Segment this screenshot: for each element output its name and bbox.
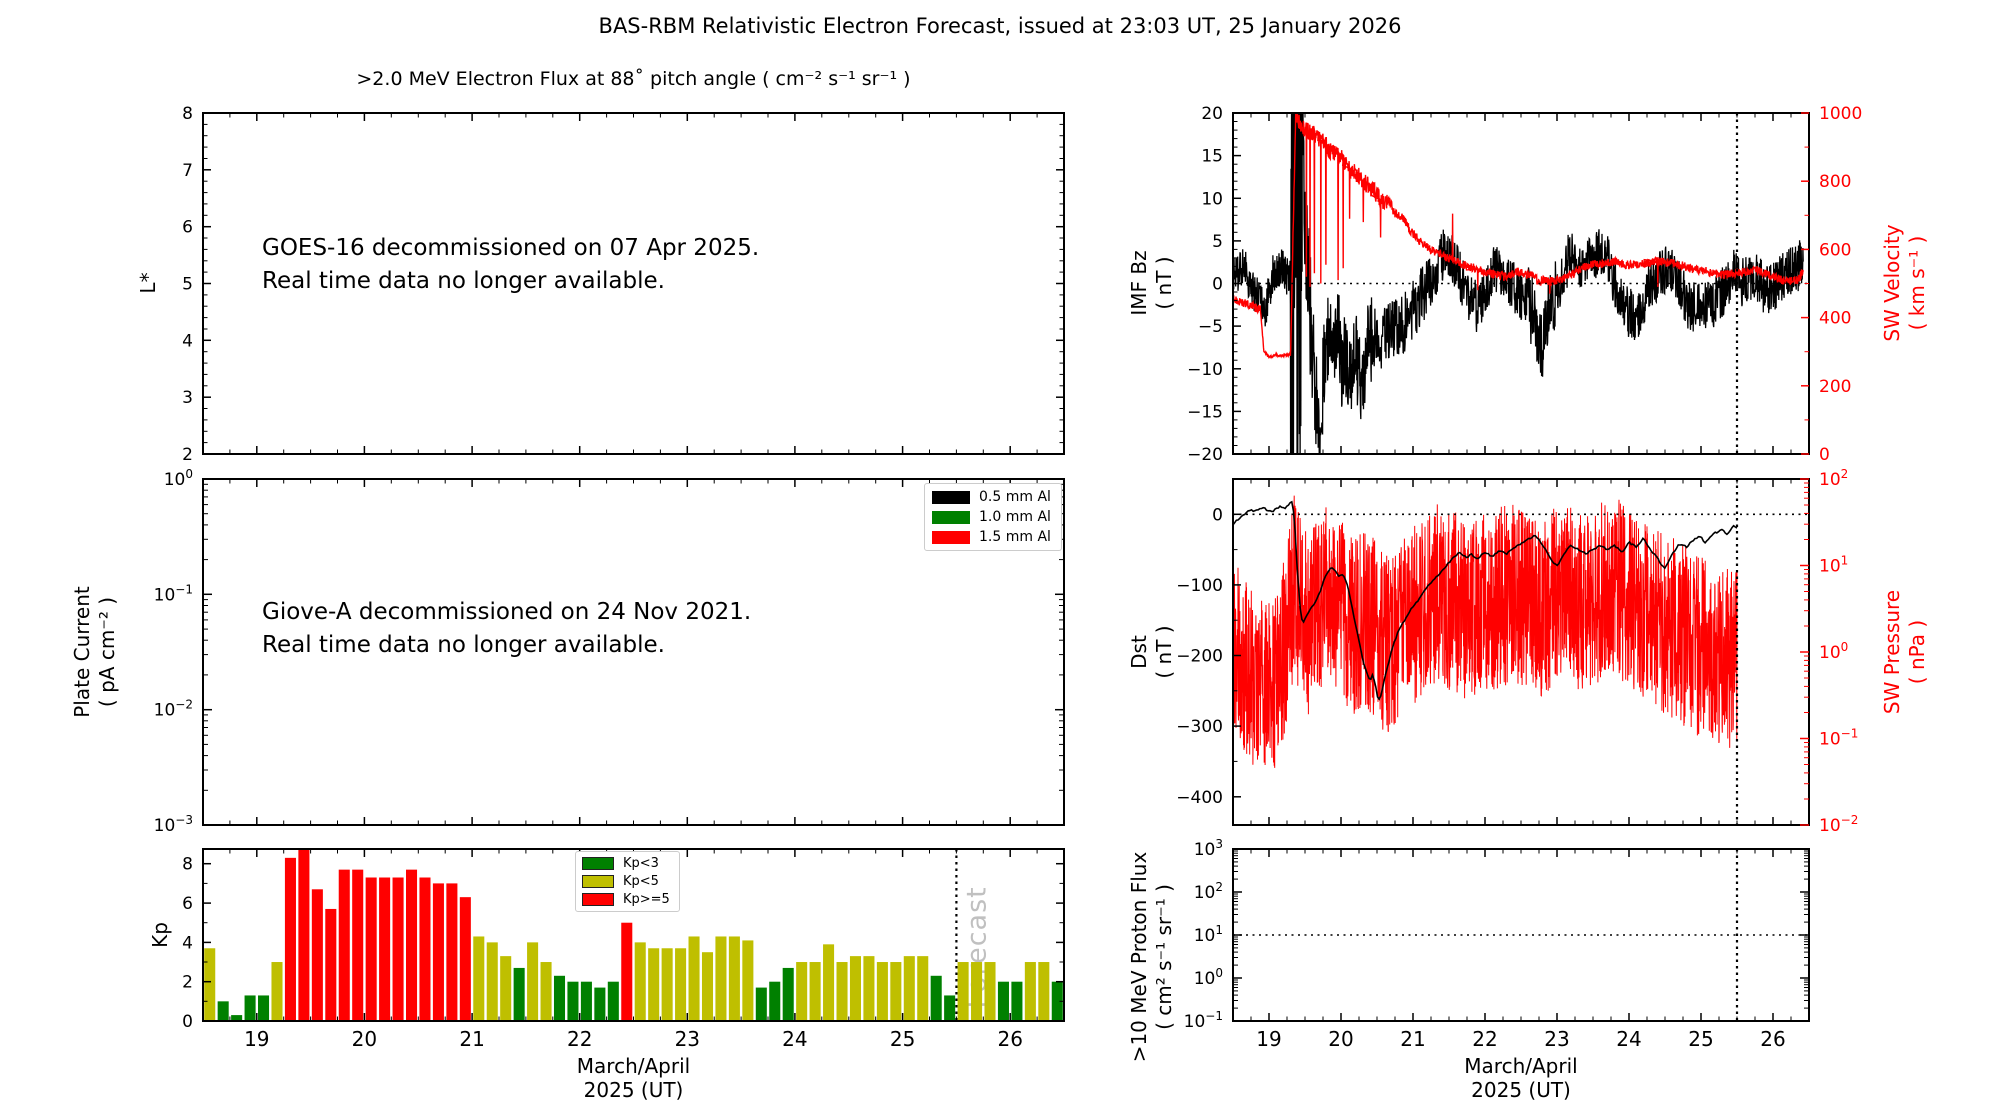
svg-text:−400: −400	[1176, 788, 1223, 808]
legend-item: Kp>=5	[582, 892, 670, 907]
proton-flux-axis-label: >10 MeV Proton Flux ( cm² s⁻¹ sr⁻¹ )	[1127, 851, 1176, 1063]
svg-text:0: 0	[1819, 445, 1830, 465]
svg-text:−20: −20	[1187, 445, 1223, 465]
imf-sw-velocity-plot: 20 15 10 5 0 −5 −10 −15 −20 1000 800 600 400 200 0	[1187, 104, 1862, 465]
legend-swatch-red	[932, 530, 970, 544]
svg-text:7: 7	[182, 161, 193, 181]
figure-title: BAS-RBM Relativistic Electron Forecast, …	[598, 14, 1402, 38]
legend-swatch-green	[582, 857, 614, 870]
svg-text:21: 21	[1400, 1027, 1425, 1051]
goes16-decommission-message: GOES-16 decommissioned on 07 Apr 2025. R…	[262, 235, 760, 295]
svg-text:10−1: 10−1	[1819, 727, 1858, 750]
svg-text:−300: −300	[1176, 717, 1223, 737]
svg-text:103: 103	[1194, 837, 1223, 860]
svg-text:21: 21	[459, 1027, 484, 1051]
svg-text:6: 6	[182, 218, 193, 238]
svg-text:100: 100	[164, 467, 193, 490]
svg-text:−100: −100	[1176, 576, 1223, 596]
legend-item: Kp<5	[582, 874, 670, 889]
svg-text:800: 800	[1819, 172, 1851, 192]
svg-text:600: 600	[1819, 240, 1851, 260]
svg-text:24: 24	[782, 1027, 807, 1051]
legend-item: Kp<3	[582, 856, 670, 871]
svg-text:10−3: 10−3	[154, 813, 193, 836]
svg-text:22: 22	[1472, 1027, 1497, 1051]
svg-text:8: 8	[182, 855, 193, 875]
svg-text:19: 19	[1256, 1027, 1281, 1051]
svg-text:6: 6	[182, 894, 193, 914]
svg-text:25: 25	[1688, 1027, 1713, 1051]
svg-text:100: 100	[1194, 966, 1223, 989]
svg-text:26: 26	[1760, 1027, 1785, 1051]
svg-text:0: 0	[182, 1012, 193, 1032]
plate-current-axis-label: Plate Current ( pA cm⁻² )	[70, 586, 119, 718]
svg-text:−10: −10	[1187, 360, 1223, 380]
legend-item: 1.0 mm Al	[932, 509, 1051, 525]
svg-text:5: 5	[1212, 232, 1223, 252]
svg-text:2: 2	[182, 973, 193, 993]
svg-text:19: 19	[244, 1027, 269, 1051]
kp-legend: Kp<3 Kp<5 Kp>=5	[575, 851, 680, 912]
proton-xaxis-label: March/April 2025 (UT)	[1464, 1054, 1578, 1100]
electron-flux-title: >2.0 MeV Electron Flux at 88˚ pitch angl…	[356, 68, 911, 90]
svg-text:5: 5	[182, 275, 193, 295]
svg-text:26: 26	[997, 1027, 1022, 1051]
legend-swatch-black	[932, 490, 970, 504]
dst-sw-pressure-plot: 0 −100 −200 −300 −400 102 101 100 10−1 10−2	[1176, 467, 1858, 836]
svg-text:102: 102	[1819, 467, 1848, 490]
svg-text:10−2: 10−2	[154, 698, 193, 721]
kp-xaxis-label: March/April 2025 (UT)	[576, 1054, 691, 1100]
svg-text:23: 23	[1544, 1027, 1569, 1051]
svg-text:8: 8	[182, 104, 193, 124]
proton-flux-plot: 19 20 21 22 23 24 25 26 103 102 101 100 10−1	[1184, 837, 1810, 1051]
svg-text:15: 15	[1201, 147, 1223, 167]
kp-axis-label: Kp	[147, 922, 172, 948]
svg-text:−200: −200	[1176, 647, 1223, 667]
svg-text:23: 23	[675, 1027, 700, 1051]
svg-text:20: 20	[1328, 1027, 1353, 1051]
dst-axis-label: Dst ( nT )	[1127, 625, 1176, 679]
svg-text:10−1: 10−1	[1184, 1009, 1223, 1032]
svg-text:20: 20	[1201, 104, 1223, 124]
svg-text:4: 4	[182, 331, 193, 351]
svg-text:1000: 1000	[1819, 104, 1862, 124]
sw-velocity-axis-label: SW Velocity ( km s⁻¹ )	[1880, 224, 1929, 342]
svg-text:3: 3	[182, 388, 193, 408]
svg-text:101: 101	[1194, 923, 1223, 946]
svg-text:2: 2	[182, 445, 193, 465]
svg-text:0: 0	[1212, 505, 1223, 525]
legend-swatch-red	[582, 893, 614, 906]
svg-text:0: 0	[1212, 275, 1223, 295]
svg-text:100: 100	[1819, 640, 1848, 663]
svg-text:10: 10	[1201, 189, 1223, 209]
legend-swatch-yellow	[582, 875, 614, 888]
svg-text:20: 20	[352, 1027, 377, 1051]
svg-text:400: 400	[1819, 309, 1851, 329]
svg-text:−5: −5	[1198, 317, 1223, 337]
svg-text:22: 22	[567, 1027, 592, 1051]
svg-text:24: 24	[1616, 1027, 1641, 1051]
svg-text:4: 4	[182, 933, 193, 953]
svg-text:10−1: 10−1	[154, 582, 193, 605]
svg-text:10−2: 10−2	[1819, 813, 1858, 836]
lstar-axis-label: L*	[135, 272, 160, 294]
svg-text:25: 25	[890, 1027, 915, 1051]
legend-swatch-green	[932, 510, 970, 524]
svg-text:102: 102	[1194, 880, 1223, 903]
electron-flux-plot: 8 7 6 5 4 3 2	[182, 104, 1065, 465]
legend-item: 1.5 mm Al	[932, 529, 1051, 545]
giove-a-decommission-message: Giove-A decommissioned on 24 Nov 2021. R…	[262, 599, 752, 659]
imf-bz-axis-label: IMF Bz ( nT )	[1127, 250, 1176, 316]
legend-item: 0.5 mm Al	[932, 489, 1051, 505]
svg-text:101: 101	[1819, 554, 1848, 577]
svg-text:−15: −15	[1187, 402, 1223, 422]
sw-pressure-axis-label: SW Pressure ( nPa )	[1880, 589, 1929, 715]
svg-text:200: 200	[1819, 377, 1851, 397]
plate-current-legend: 0.5 mm Al 1.0 mm Al 1.5 mm Al	[924, 483, 1062, 551]
